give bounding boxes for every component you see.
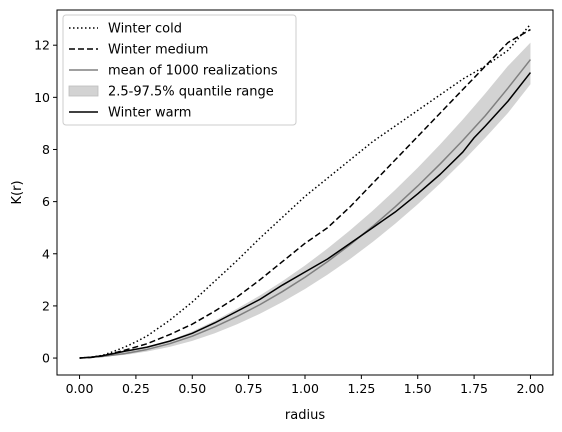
series-line-winter-medium <box>79 28 531 359</box>
y-tick-label: 0 <box>42 351 50 366</box>
series-line-mean-of-1000-realizations <box>79 59 532 359</box>
y-tick-label: 8 <box>42 142 50 157</box>
legend-label: Winter medium <box>108 43 208 58</box>
y-tick-label: 4 <box>42 246 50 261</box>
legend: Winter cold Winter medium mean of 1000 rea… <box>62 14 297 126</box>
x-tick-label: 1.50 <box>404 381 432 396</box>
y-axis: 0 2 4 6 8 10 12 <box>34 38 57 366</box>
x-tick-label: 1.75 <box>460 381 488 396</box>
x-tick-label: 1.25 <box>347 381 375 396</box>
x-axis: 0.00 0.25 0.50 0.75 1.00 1.25 1.50 1.75 2.00 <box>66 375 545 396</box>
series-line-winter-warm <box>79 72 532 359</box>
legend-label: 2.5-97.5% quantile range <box>108 85 274 100</box>
x-axis-label: radius <box>285 408 325 423</box>
x-tick-label: 0.25 <box>122 381 150 396</box>
x-tick-label: 2.00 <box>517 381 545 396</box>
legend-label: Winter warm <box>108 106 191 121</box>
plot-area <box>79 23 532 359</box>
series-line-winter-cold <box>79 23 532 359</box>
x-tick-label: 0.50 <box>178 381 206 396</box>
y-tick-label: 12 <box>34 38 50 53</box>
x-tick-label: 0.00 <box>66 381 94 396</box>
x-tick-label: 1.00 <box>291 381 319 396</box>
y-tick-label: 2 <box>42 298 50 313</box>
y-axis-label: K(r) <box>10 180 25 204</box>
y-tick-label: 10 <box>34 90 50 105</box>
legend-swatch-band <box>68 85 99 97</box>
y-tick-label: 6 <box>42 194 50 209</box>
legend-label: mean of 1000 realizations <box>108 64 278 79</box>
legend-box <box>62 14 297 126</box>
legend-label: Winter cold <box>108 22 182 37</box>
x-tick-label: 0.75 <box>235 381 263 396</box>
